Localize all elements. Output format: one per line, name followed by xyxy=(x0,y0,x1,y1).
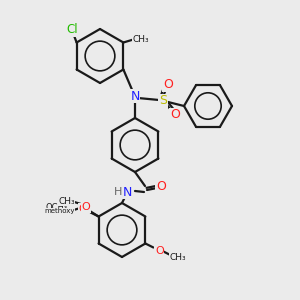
Text: N: N xyxy=(130,89,140,103)
Text: N: N xyxy=(122,185,132,199)
Text: OCH₃: OCH₃ xyxy=(46,203,68,212)
Text: Cl: Cl xyxy=(67,23,78,36)
Text: O: O xyxy=(170,109,180,122)
Text: O: O xyxy=(78,203,87,214)
Text: H: H xyxy=(114,187,122,197)
Text: CH₃: CH₃ xyxy=(58,197,75,206)
Text: O: O xyxy=(81,202,90,212)
Text: O: O xyxy=(163,79,173,92)
Text: S: S xyxy=(159,94,167,107)
Text: O: O xyxy=(156,179,166,193)
Text: O: O xyxy=(155,247,164,256)
Text: methoxy: methoxy xyxy=(44,208,75,214)
Text: CH₃: CH₃ xyxy=(132,35,149,44)
Text: CH₃: CH₃ xyxy=(169,253,186,262)
